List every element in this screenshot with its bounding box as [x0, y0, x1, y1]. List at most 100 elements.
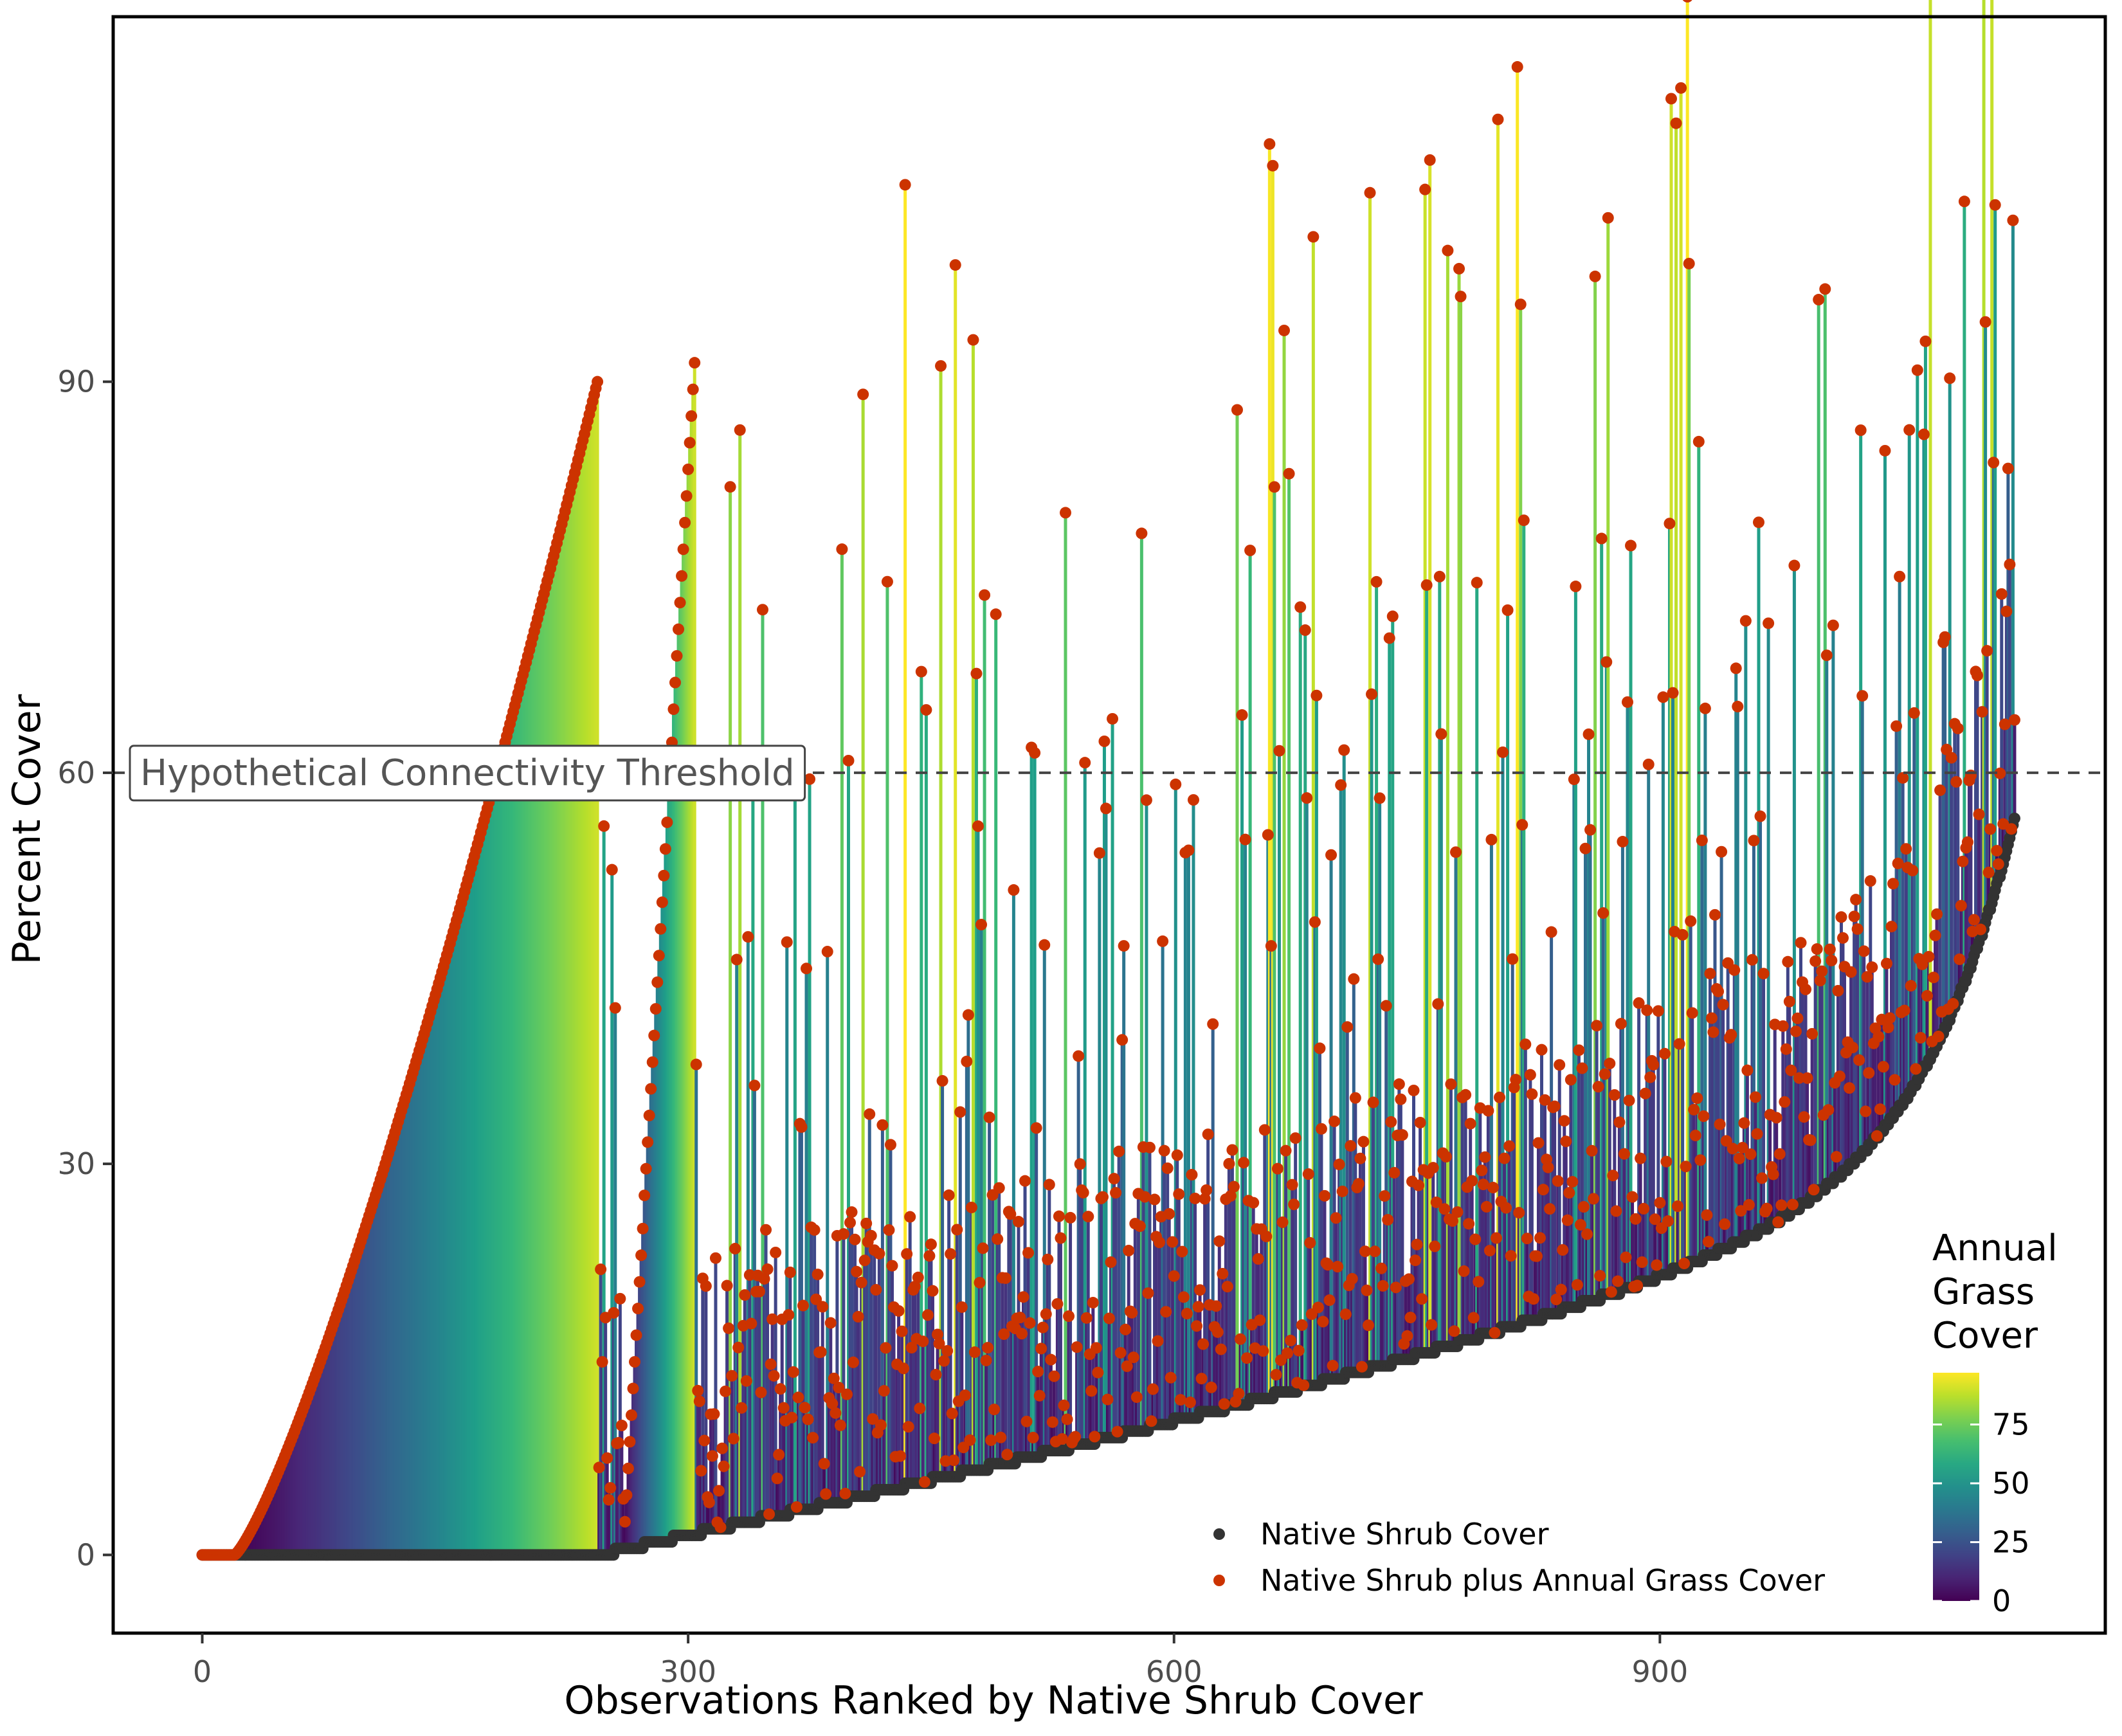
total-point	[1910, 1063, 1922, 1075]
total-point	[1286, 1179, 1298, 1191]
total-point	[876, 1119, 889, 1131]
total-point	[837, 1228, 849, 1240]
total-point	[1853, 1054, 1865, 1066]
total-point	[1114, 1346, 1127, 1359]
total-point	[1783, 995, 1795, 1008]
total-point	[860, 1217, 873, 1229]
total-point	[648, 1029, 660, 1042]
total-point	[1982, 866, 1995, 878]
total-point	[777, 1402, 790, 1414]
total-point	[698, 1434, 711, 1447]
total-point	[1604, 1058, 1616, 1070]
total-point	[1032, 1366, 1044, 1378]
total-point	[748, 1080, 761, 1092]
total-point	[1513, 1207, 1525, 1219]
total-point	[740, 1375, 752, 1387]
total-point	[855, 1276, 867, 1288]
total-point	[1158, 1144, 1170, 1157]
total-point	[1984, 823, 1997, 835]
total-point	[593, 1461, 605, 1474]
total-point	[1030, 1122, 1042, 1134]
total-point	[1975, 923, 1987, 936]
total-point	[1741, 1064, 1754, 1076]
total-point	[1638, 1202, 1650, 1215]
total-point	[1720, 1135, 1732, 1147]
total-point	[598, 820, 610, 832]
total-point	[1485, 833, 1498, 845]
total-point	[720, 1385, 732, 1397]
total-point	[692, 1384, 704, 1397]
total-point	[930, 1369, 942, 1381]
total-point	[1745, 1148, 1757, 1161]
x-tick-label: 300	[660, 1654, 716, 1689]
total-point	[1639, 1087, 1651, 1099]
total-point	[1908, 707, 1920, 719]
total-point	[1699, 702, 1711, 714]
total-point	[1775, 1199, 1788, 1211]
total-point	[1430, 1196, 1442, 1208]
total-point	[818, 1458, 830, 1470]
total-point	[1682, 0, 1692, 3]
total-point	[1393, 1078, 1405, 1090]
total-point	[1171, 1149, 1183, 1161]
total-point	[873, 1247, 885, 1260]
total-point	[1451, 1206, 1464, 1218]
total-point	[964, 1434, 976, 1446]
total-point	[736, 1402, 748, 1414]
total-point	[1611, 1275, 1624, 1287]
total-point	[1662, 1215, 1674, 1227]
colorbar-gradient	[1933, 1373, 1979, 1601]
total-point	[709, 1252, 721, 1264]
y-tick-label: 0	[77, 1537, 95, 1572]
total-point	[956, 1301, 968, 1313]
total-point	[1887, 878, 1900, 890]
total-point	[1292, 1344, 1305, 1357]
total-point	[1610, 1205, 1622, 1217]
total-point	[1795, 937, 1807, 949]
total-point	[753, 1285, 765, 1297]
total-point	[1435, 728, 1447, 740]
total-point	[1166, 1236, 1179, 1248]
total-point	[787, 1366, 799, 1378]
total-point	[1059, 507, 1071, 519]
total-point	[1806, 1027, 1818, 1040]
total-point	[1312, 1301, 1324, 1314]
total-point	[1111, 1425, 1123, 1438]
total-point	[1654, 1197, 1666, 1209]
total-point	[808, 1224, 821, 1236]
total-point	[1383, 632, 1395, 644]
total-point	[1096, 1191, 1109, 1203]
total-point	[1608, 1089, 1620, 1101]
total-point	[917, 1335, 929, 1348]
total-point	[1651, 1259, 1663, 1271]
total-point	[1961, 836, 1973, 848]
total-point	[1223, 1157, 1235, 1170]
total-point	[948, 1454, 960, 1467]
total-point	[1029, 746, 1041, 759]
total-point	[1467, 1312, 1480, 1324]
total-point	[1226, 1144, 1238, 1156]
total-point	[1268, 481, 1280, 493]
total-point	[1446, 1215, 1458, 1227]
total-point	[1772, 1216, 1784, 1228]
total-point	[1618, 1148, 1630, 1160]
total-point	[1809, 955, 1822, 967]
total-point	[1698, 1110, 1710, 1122]
total-point	[1174, 1394, 1186, 1406]
total-point	[1064, 1211, 1076, 1224]
total-point	[972, 820, 984, 832]
total-point	[1830, 1151, 1842, 1163]
total-point	[1591, 1020, 1603, 1032]
total-point	[1898, 1004, 1910, 1017]
total-point	[1170, 778, 1182, 790]
total-point	[621, 1489, 633, 1501]
total-point	[1445, 1078, 1457, 1090]
total-point	[1973, 808, 1985, 820]
total-point	[921, 1309, 934, 1321]
total-point	[1142, 1287, 1154, 1299]
total-point	[1631, 1279, 1644, 1292]
total-point	[1719, 1218, 1731, 1230]
total-point	[1173, 1188, 1185, 1200]
total-point	[1289, 1132, 1301, 1144]
total-point	[1298, 1379, 1310, 1391]
